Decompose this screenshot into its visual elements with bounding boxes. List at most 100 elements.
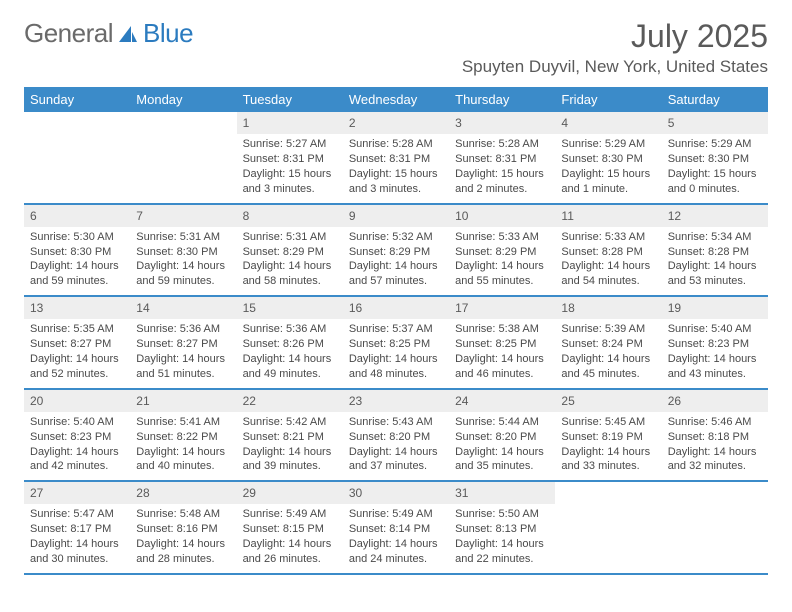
day-cell: 9Sunrise: 5:32 AMSunset: 8:29 PMDaylight… [343,205,449,296]
daylight-line: Daylight: 14 hours and 24 minutes. [349,537,443,567]
day-body: Sunrise: 5:42 AMSunset: 8:21 PMDaylight:… [237,412,343,480]
sunset-line: Sunset: 8:31 PM [349,152,443,167]
month-title: July 2025 [462,18,768,55]
sunset-line: Sunset: 8:29 PM [455,245,549,260]
day-number: 24 [449,390,555,412]
daylight-line: Daylight: 14 hours and 43 minutes. [668,352,762,382]
sunrise-line: Sunrise: 5:42 AM [243,415,337,430]
day-cell: 14Sunrise: 5:36 AMSunset: 8:27 PMDayligh… [130,297,236,388]
daylight-line: Daylight: 14 hours and 58 minutes. [243,259,337,289]
day-body: Sunrise: 5:49 AMSunset: 8:15 PMDaylight:… [237,504,343,572]
daylight-line: Daylight: 15 hours and 0 minutes. [668,167,762,197]
weekday-header: Monday [130,87,236,112]
sunrise-line: Sunrise: 5:41 AM [136,415,230,430]
week-row: 20Sunrise: 5:40 AMSunset: 8:23 PMDayligh… [24,390,768,483]
day-body: Sunrise: 5:31 AMSunset: 8:29 PMDaylight:… [237,227,343,295]
day-body: Sunrise: 5:33 AMSunset: 8:28 PMDaylight:… [555,227,661,295]
day-number: 12 [662,205,768,227]
sunrise-line: Sunrise: 5:28 AM [349,137,443,152]
day-number: 11 [555,205,661,227]
sunrise-line: Sunrise: 5:31 AM [136,230,230,245]
calendar: SundayMondayTuesdayWednesdayThursdayFrid… [24,87,768,575]
daylight-line: Daylight: 14 hours and 52 minutes. [30,352,124,382]
day-cell: 20Sunrise: 5:40 AMSunset: 8:23 PMDayligh… [24,390,130,481]
daylight-line: Daylight: 14 hours and 32 minutes. [668,445,762,475]
sunset-line: Sunset: 8:23 PM [30,430,124,445]
day-cell: 29Sunrise: 5:49 AMSunset: 8:15 PMDayligh… [237,482,343,573]
day-body: Sunrise: 5:30 AMSunset: 8:30 PMDaylight:… [24,227,130,295]
day-body: Sunrise: 5:31 AMSunset: 8:30 PMDaylight:… [130,227,236,295]
day-body: Sunrise: 5:48 AMSunset: 8:16 PMDaylight:… [130,504,236,572]
day-number: 25 [555,390,661,412]
day-body: Sunrise: 5:49 AMSunset: 8:14 PMDaylight:… [343,504,449,572]
day-number: 29 [237,482,343,504]
weekday-header: Thursday [449,87,555,112]
week-row: 27Sunrise: 5:47 AMSunset: 8:17 PMDayligh… [24,482,768,575]
day-number: 18 [555,297,661,319]
sunset-line: Sunset: 8:23 PM [668,337,762,352]
day-cell: 25Sunrise: 5:45 AMSunset: 8:19 PMDayligh… [555,390,661,481]
logo: GeneralBlue [24,18,193,49]
day-cell: 23 Sunrise: 5:43 AMSunset: 8:20 PMDayligh… [343,390,449,481]
weekday-header: Sunday [24,87,130,112]
day-cell: 11Sunrise: 5:33 AMSunset: 8:28 PMDayligh… [555,205,661,296]
daylight-line: Daylight: 14 hours and 55 minutes. [455,259,549,289]
sunrise-line: Sunrise: 5:45 AM [561,415,655,430]
day-body: Sunrise: 5:40 AMSunset: 8:23 PMDaylight:… [662,319,768,387]
day-cell: .. [662,482,768,573]
sunset-line: Sunset: 8:20 PM [455,430,549,445]
sunset-line: Sunset: 8:30 PM [668,152,762,167]
day-cell: 10Sunrise: 5:33 AMSunset: 8:29 PMDayligh… [449,205,555,296]
daylight-line: Daylight: 15 hours and 3 minutes. [349,167,443,197]
day-body: Sunrise: 5:28 AMSunset: 8:31 PMDaylight:… [343,134,449,202]
daylight-line: Daylight: 14 hours and 28 minutes. [136,537,230,567]
sunset-line: Sunset: 8:24 PM [561,337,655,352]
logo-text-gray: General [24,18,113,49]
sunrise-line: Sunrise: 5:38 AM [455,322,549,337]
day-body: Sunrise: 5:28 AMSunset: 8:31 PMDaylight:… [449,134,555,202]
day-body: Sunrise: 5:37 AMSunset: 8:25 PMDaylight:… [343,319,449,387]
sunset-line: Sunset: 8:21 PM [243,430,337,445]
day-cell: 30Sunrise: 5:49 AMSunset: 8:14 PMDayligh… [343,482,449,573]
day-number: 3 [449,112,555,134]
daylight-line: Daylight: 14 hours and 37 minutes. [349,445,443,475]
day-number: 23 [343,390,449,412]
sunrise-line: Sunrise: 5:43 AM [349,415,443,430]
sunset-line: Sunset: 8:20 PM [349,430,443,445]
sunrise-line: Sunrise: 5:36 AM [243,322,337,337]
sunrise-line: Sunrise: 5:37 AM [349,322,443,337]
daylight-line: Daylight: 14 hours and 39 minutes. [243,445,337,475]
day-cell: 3Sunrise: 5:28 AMSunset: 8:31 PMDaylight… [449,112,555,203]
day-body: Sunrise: 5:36 AMSunset: 8:27 PMDaylight:… [130,319,236,387]
weekday-header: Friday [555,87,661,112]
daylight-line: Daylight: 14 hours and 35 minutes. [455,445,549,475]
day-body: Sunrise: 5:39 AMSunset: 8:24 PMDaylight:… [555,319,661,387]
daylight-line: Daylight: 14 hours and 57 minutes. [349,259,443,289]
daylight-line: Daylight: 14 hours and 51 minutes. [136,352,230,382]
day-cell: 13Sunrise: 5:35 AMSunset: 8:27 PMDayligh… [24,297,130,388]
day-body: Sunrise: 5:41 AMSunset: 8:22 PMDaylight:… [130,412,236,480]
sunset-line: Sunset: 8:25 PM [349,337,443,352]
sunrise-line: Sunrise: 5:30 AM [30,230,124,245]
sunrise-line: Sunrise: 5:47 AM [30,507,124,522]
sunrise-line: Sunrise: 5:39 AM [561,322,655,337]
daylight-line: Daylight: 14 hours and 42 minutes. [30,445,124,475]
day-cell: 26Sunrise: 5:46 AMSunset: 8:18 PMDayligh… [662,390,768,481]
sunset-line: Sunset: 8:19 PM [561,430,655,445]
day-cell: 4Sunrise: 5:29 AMSunset: 8:30 PMDaylight… [555,112,661,203]
sunset-line: Sunset: 8:28 PM [561,245,655,260]
day-cell: 8Sunrise: 5:31 AMSunset: 8:29 PMDaylight… [237,205,343,296]
sunset-line: Sunset: 8:30 PM [30,245,124,260]
daylight-line: Daylight: 14 hours and 26 minutes. [243,537,337,567]
day-cell: 28Sunrise: 5:48 AMSunset: 8:16 PMDayligh… [130,482,236,573]
day-cell: 24Sunrise: 5:44 AMSunset: 8:20 PMDayligh… [449,390,555,481]
daylight-line: Daylight: 14 hours and 30 minutes. [30,537,124,567]
weekday-header: Wednesday [343,87,449,112]
day-body: Sunrise: 5:29 AMSunset: 8:30 PMDaylight:… [662,134,768,202]
title-block: July 2025 Spuyten Duyvil, New York, Unit… [462,18,768,77]
sunrise-line: Sunrise: 5:33 AM [561,230,655,245]
day-number: 28 [130,482,236,504]
day-cell: .. [130,112,236,203]
day-number: 13 [24,297,130,319]
daylight-line: Daylight: 14 hours and 45 minutes. [561,352,655,382]
